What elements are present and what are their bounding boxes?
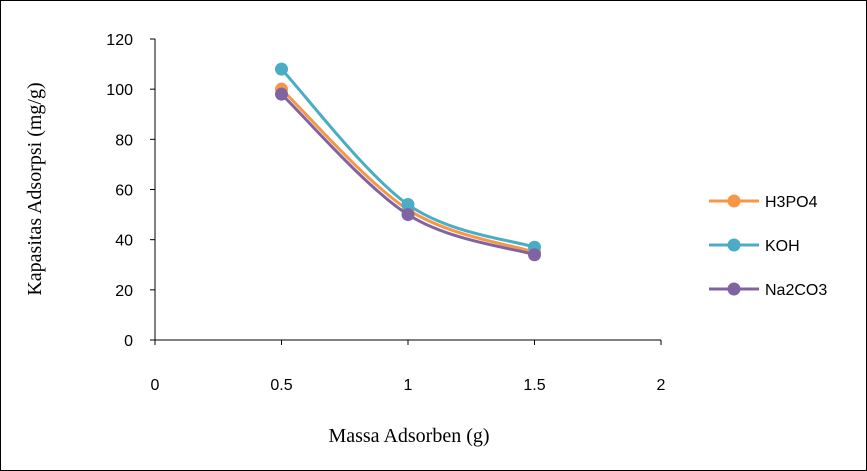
y-tick-label: 0 — [124, 333, 133, 350]
x-tick-label: 2 — [657, 377, 666, 394]
y-tick-label: 120 — [106, 32, 133, 49]
y-axis-title: Kapasitas Adsorpsi (mg/g) — [24, 82, 46, 295]
series-koh — [275, 62, 541, 254]
legend-item-na2co3: Na2CO3 — [709, 282, 827, 299]
axes: 0 20 40 60 80 100 120 0 0.5 1 1.5 2 — [106, 32, 665, 394]
y-tick-label: 60 — [115, 183, 133, 200]
x-tick-label: 1 — [404, 377, 413, 394]
legend-swatch-marker — [727, 194, 741, 208]
legend-label: KOH — [765, 238, 800, 255]
series-layer — [275, 62, 541, 262]
legend-item-koh: KOH — [709, 238, 800, 255]
data-point-na2co3 — [401, 208, 415, 222]
data-point-koh — [401, 198, 415, 212]
x-tick-label: 0 — [151, 377, 160, 394]
y-tick-label: 20 — [115, 283, 133, 300]
y-tick-label: 100 — [106, 82, 133, 99]
legend-label: Na2CO3 — [765, 282, 827, 299]
data-point-koh — [275, 62, 288, 76]
series-na2co3 — [275, 87, 541, 262]
y-tick-label: 40 — [115, 233, 133, 250]
x-tick-label: 0.5 — [270, 377, 292, 394]
y-tick-label: 80 — [115, 132, 133, 149]
data-point-na2co3 — [275, 87, 288, 101]
legend: H3PO4 KOH Na2CO3 — [709, 194, 827, 299]
data-point-na2co3 — [528, 248, 541, 262]
series-line-na2co3 — [280, 92, 536, 257]
legend-swatch-marker — [727, 238, 741, 252]
x-axis-title: Massa Adsorben (g) — [328, 425, 489, 447]
legend-label: H3PO4 — [765, 194, 818, 211]
legend-swatch-marker — [727, 282, 741, 296]
legend-item-h3po4: H3PO4 — [709, 194, 818, 211]
x-tick-label: 1.5 — [523, 377, 545, 394]
